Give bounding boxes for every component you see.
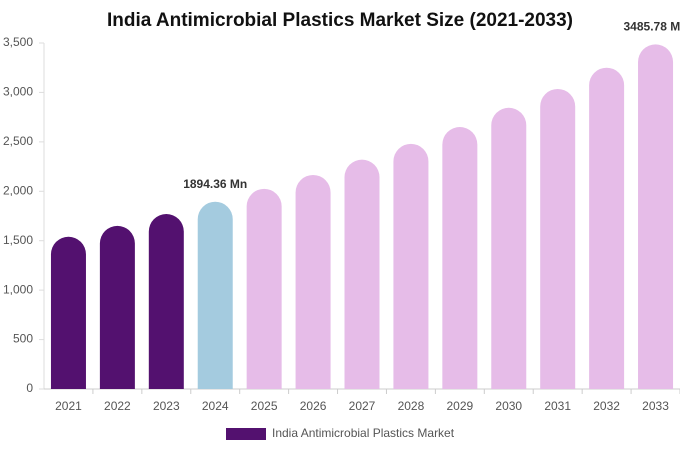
x-tick-label: 2021 (55, 399, 82, 413)
x-tick-label: 2029 (446, 399, 473, 413)
y-tick-label: 2,000 (3, 183, 33, 197)
bar (148, 214, 184, 389)
y-tick-label: 500 (13, 332, 33, 346)
bar (246, 188, 282, 389)
value-label: 1894.36 Mn (183, 177, 247, 191)
x-tick-label: 2030 (495, 399, 522, 413)
y-tick-label: 3,000 (3, 85, 33, 99)
x-tick-label: 2022 (104, 399, 131, 413)
x-tick-label: 2026 (300, 399, 327, 413)
bar (393, 143, 429, 389)
x-tick-label: 2031 (544, 399, 571, 413)
x-tick-label: 2025 (251, 399, 278, 413)
bar (295, 174, 331, 389)
legend-label: India Antimicrobial Plastics Market (272, 426, 455, 440)
y-tick-label: 3,500 (3, 35, 33, 49)
bar (50, 236, 86, 389)
bar (491, 107, 527, 389)
x-tick-label: 2027 (349, 399, 376, 413)
x-tick-label: 2032 (593, 399, 620, 413)
value-label: 3485.78 Mn (624, 20, 680, 34)
bar (344, 159, 380, 389)
bar (589, 67, 625, 389)
bar (540, 88, 576, 390)
y-tick-label: 1,500 (3, 233, 33, 247)
chart-title: India Antimicrobial Plastics Market Size… (107, 10, 573, 31)
bar (442, 127, 478, 389)
x-tick-label: 2023 (153, 399, 180, 413)
y-tick-label: 2,500 (3, 134, 33, 148)
bar (638, 44, 674, 389)
legend-swatch (226, 428, 266, 440)
x-tick-label: 2028 (398, 399, 425, 413)
x-tick-label: 2033 (642, 399, 669, 413)
y-tick-label: 1,000 (3, 282, 33, 296)
bar (99, 225, 135, 389)
y-tick-label: 0 (26, 381, 33, 395)
x-tick-label: 2024 (202, 399, 229, 413)
bar (197, 201, 233, 389)
